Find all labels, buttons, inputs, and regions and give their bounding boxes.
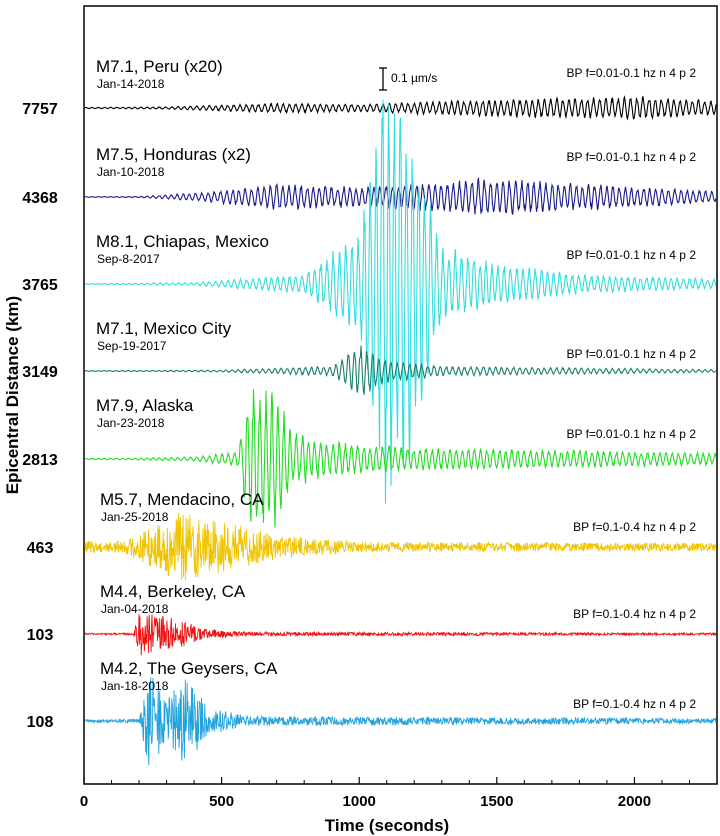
x-tick-label: 1000 — [343, 793, 376, 810]
trace-line — [84, 95, 717, 121]
x-axis: 0 500 1000 1500 2000 — [80, 777, 690, 810]
trace-date: Jan-10-2018 — [97, 165, 165, 179]
trace-title: M5.7, Mendacino, CA — [100, 490, 264, 509]
distance-tick-label: 7757 — [22, 101, 58, 118]
trace-labels-group: M7.1, Peru (x20)Jan-14-2018 BP f=0.01-0.1… — [22, 57, 696, 731]
trace-title: M4.2, The Geysers, CA — [100, 659, 278, 678]
traces-group — [84, 95, 717, 766]
trace-date: Jan-25-2018 — [101, 510, 169, 524]
trace-title: M8.1, Chiapas, Mexico — [96, 232, 269, 251]
trace-title: M4.4, Berkeley, CA — [100, 582, 246, 601]
trace-date: Jan-14-2018 — [97, 77, 165, 91]
plot-frame — [83, 5, 718, 785]
distance-tick-label: 3765 — [22, 277, 58, 294]
trace-title: M7.1, Mexico City — [96, 319, 232, 338]
trace-date: Jan-18-2018 — [101, 679, 169, 693]
distance-tick-label: 2813 — [22, 452, 58, 469]
trace-filter: BP f=0.1-0.4 hz n 4 p 2 — [573, 607, 696, 621]
trace-date: Sep-19-2017 — [97, 339, 167, 353]
trace-date: Jan-23-2018 — [97, 416, 165, 430]
distance-tick-label: 3149 — [22, 364, 58, 381]
trace-filter: BP f=0.01-0.1 hz n 4 p 2 — [566, 150, 696, 164]
trace-filter: BP f=0.01-0.1 hz n 4 p 2 — [566, 347, 696, 361]
distance-tick-label: 4368 — [22, 190, 58, 207]
distance-tick-label: 463 — [27, 540, 54, 557]
trace-title: M7.1, Peru (x20) — [96, 57, 223, 76]
trace-title: M7.9, Alaska — [96, 396, 194, 415]
trace-filter: BP f=0.01-0.1 hz n 4 p 2 — [566, 66, 696, 80]
trace-date: Sep-8-2017 — [97, 252, 160, 266]
trace-filter: BP f=0.1-0.4 hz n 4 p 2 — [573, 520, 696, 534]
trace-filter: BP f=0.01-0.1 hz n 4 p 2 — [566, 248, 696, 262]
scale-bar: 0.1 µm/s — [379, 67, 437, 91]
scale-bar-label: 0.1 µm/s — [391, 71, 437, 85]
trace-line — [84, 345, 717, 395]
trace-line — [84, 389, 717, 528]
distance-tick-label: 108 — [27, 714, 54, 731]
x-tick-label: 500 — [209, 793, 234, 810]
trace-filter: BP f=0.1-0.4 hz n 4 p 2 — [573, 697, 696, 711]
trace-filter: BP f=0.01-0.1 hz n 4 p 2 — [566, 427, 696, 441]
trace-line — [84, 677, 717, 766]
x-tick-label: 1500 — [480, 793, 513, 810]
y-axis-title: Epicentral Distance (km) — [3, 296, 22, 494]
trace-date: Jan-04-2018 — [101, 602, 169, 616]
x-tick-label: 0 — [80, 793, 88, 810]
trace-line — [84, 176, 717, 215]
distance-tick-label: 103 — [27, 627, 54, 644]
x-tick-label: 2000 — [618, 793, 651, 810]
x-axis-title: Time (seconds) — [325, 816, 449, 835]
trace-title: M7.5, Honduras (x2) — [96, 145, 251, 164]
trace-line — [84, 512, 717, 580]
trace-line — [85, 99, 717, 504]
trace-line — [84, 613, 717, 656]
